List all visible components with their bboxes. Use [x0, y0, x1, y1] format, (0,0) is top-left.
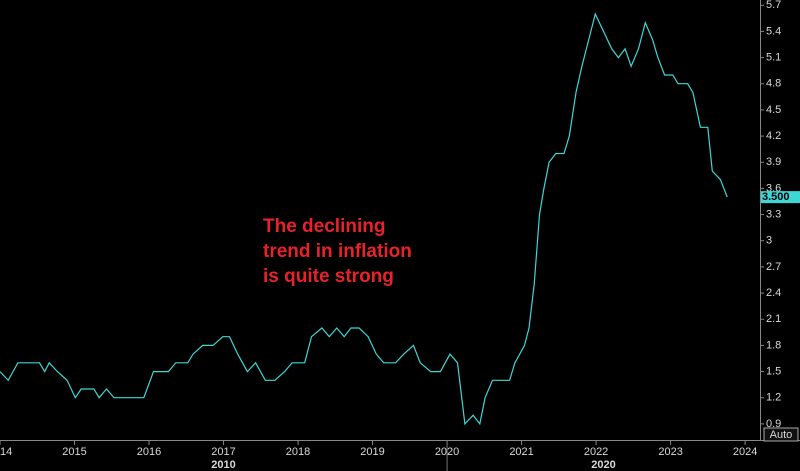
annotation: The declining: [263, 216, 385, 237]
x-tick-label: 2019: [360, 446, 384, 458]
y-tick-label: 5.4: [766, 25, 781, 37]
y-tick-label: 2.4: [766, 287, 781, 299]
y-tick-label: 1.2: [766, 392, 781, 404]
x-tick-label: 2021: [509, 446, 533, 458]
y-tick-label: 3.9: [766, 156, 781, 168]
x-tick-label: 2024: [733, 446, 757, 458]
last-value-tag: [761, 191, 800, 204]
x-tick-label: 2015: [62, 446, 86, 458]
annotation: trend in inflation: [263, 241, 412, 262]
auto-button[interactable]: [763, 427, 799, 442]
x-tick-label: 2018: [286, 446, 310, 458]
x-tick-label: 2016: [137, 446, 161, 458]
data-line: [0, 12, 728, 426]
y-tick-label: 3: [766, 235, 772, 247]
y-tick-label: 2.7: [766, 261, 781, 273]
y-tick-label: 5.7: [766, 0, 781, 11]
auto-button-label[interactable]: Auto: [770, 429, 793, 441]
y-tick-label: 1.8: [766, 339, 781, 351]
y-tick-label: 0.9: [766, 418, 781, 430]
decade-label: 2010: [211, 459, 235, 471]
y-tick-label: 5.1: [766, 51, 781, 63]
annotation: is quite strong: [263, 266, 394, 287]
x-tick-label: 2022: [584, 446, 608, 458]
x-tick-label: 2023: [658, 446, 682, 458]
y-tick-label: 4.8: [766, 78, 781, 90]
last-value-label: 3.500: [762, 191, 790, 203]
y-tick-label: 2.1: [766, 313, 781, 325]
y-tick-label: 1.5: [766, 365, 781, 377]
x-tick-label: 2014: [0, 446, 12, 458]
y-tick-label: 4.2: [766, 130, 781, 142]
y-tick-label: 3.3: [766, 208, 781, 220]
x-tick-label: 2017: [211, 446, 235, 458]
decade-label: 2020: [591, 459, 615, 471]
y-tick-label: 4.5: [766, 104, 781, 116]
